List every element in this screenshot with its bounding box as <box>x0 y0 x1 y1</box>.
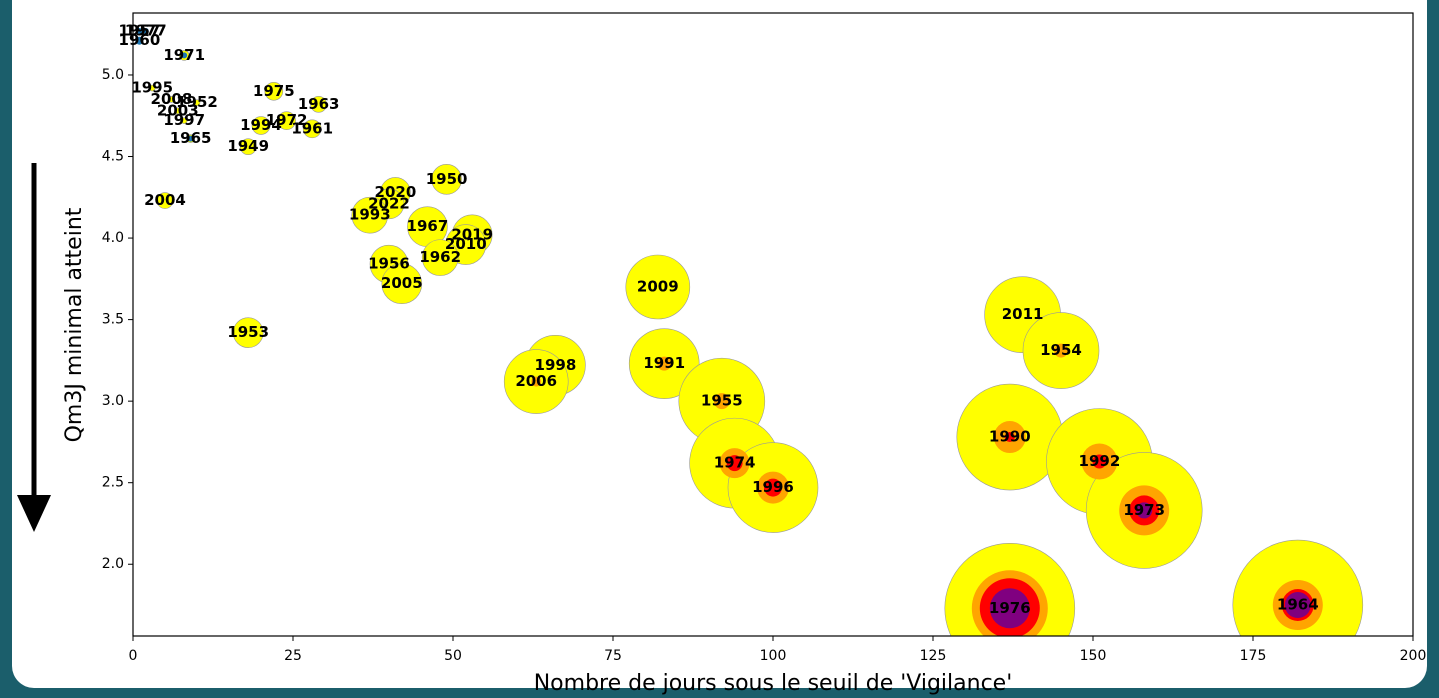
bubble <box>431 164 462 195</box>
y-tick-label: 5.0 <box>102 67 124 83</box>
x-tick-label: 25 <box>284 648 302 664</box>
point-label: 2005 <box>381 274 423 292</box>
bubble <box>181 52 188 59</box>
bubble <box>351 196 389 234</box>
bubble <box>180 117 188 124</box>
point-label: 1998 <box>535 356 577 374</box>
y-tick-label: 4.5 <box>102 149 124 165</box>
x-tick-label: 200 <box>1400 648 1427 664</box>
bubble <box>148 84 156 92</box>
point-label: 1971 <box>163 46 205 64</box>
bubble <box>1054 343 1068 358</box>
bubble <box>726 455 743 472</box>
point-label: 1990 <box>989 428 1031 446</box>
bubble <box>277 111 296 130</box>
point-label: 1996 <box>752 478 794 496</box>
point-label: 1994 <box>240 116 282 134</box>
bubble <box>531 376 542 387</box>
x-tick-label: 75 <box>604 648 622 664</box>
point-label: 1955 <box>701 392 743 410</box>
point-label: 1967 <box>407 217 449 235</box>
point-label: 2006 <box>515 372 557 390</box>
x-tick-label: 125 <box>920 648 947 664</box>
point-label: 2003 <box>157 101 199 119</box>
bubble <box>174 107 182 115</box>
bubble <box>135 36 144 45</box>
point-label: 1993 <box>349 206 391 224</box>
bubble <box>264 81 284 101</box>
point-label: 1976 <box>989 599 1031 617</box>
point-label: 1950 <box>426 170 468 188</box>
point-label: 1972 <box>266 111 308 129</box>
point-label: 1954 <box>1040 341 1082 359</box>
bubble <box>625 254 691 320</box>
point-label: 1956 <box>368 255 410 273</box>
point-label: 1973 <box>1123 501 1165 519</box>
y-tick-label: 3.0 <box>102 393 124 409</box>
panel <box>12 0 1427 688</box>
point-label: 2022 <box>368 194 410 212</box>
point-label: 1997 <box>163 111 205 129</box>
point-label: 1975 <box>253 82 295 100</box>
point-label: 2020 <box>375 183 417 201</box>
point-label: 2009 <box>637 277 679 295</box>
point-label: 1974 <box>714 454 756 472</box>
bubble <box>136 27 143 34</box>
bubble <box>989 588 1030 629</box>
x-tick-label: 50 <box>444 648 462 664</box>
point-label: 1977 <box>125 21 167 39</box>
bubble <box>1092 454 1107 469</box>
x-tick-label: 0 <box>129 648 138 664</box>
point-label: 1992 <box>1079 452 1121 470</box>
bubble <box>310 96 327 113</box>
point-label: 2019 <box>451 225 493 243</box>
bubble <box>713 393 730 410</box>
bubble <box>232 317 264 348</box>
y-tick-label: 4.0 <box>102 230 124 246</box>
point-label: 1965 <box>170 129 212 147</box>
point-label: 1963 <box>298 95 340 113</box>
point-label: 2004 <box>144 191 186 209</box>
y-tick-label: 3.5 <box>102 312 124 328</box>
bubble <box>1284 592 1311 619</box>
bubble <box>251 116 271 135</box>
x-tick-label: 150 <box>1080 648 1107 664</box>
y-axis-label: Qm3J minimal atteint <box>62 207 87 442</box>
point-label: 1953 <box>227 323 269 341</box>
y-tick-label: 2.0 <box>102 556 124 572</box>
bubble <box>193 99 201 106</box>
point-label: 1952 <box>176 93 218 111</box>
point-label: 1962 <box>419 248 461 266</box>
bubble <box>1136 502 1153 519</box>
bubble <box>764 478 782 497</box>
bubble <box>156 192 174 209</box>
y-tick-label: 2.5 <box>102 475 124 491</box>
bubble <box>421 239 459 276</box>
point-label: 1957 <box>119 21 161 39</box>
bubble <box>657 356 672 371</box>
point-label: 2010 <box>445 235 487 253</box>
arrow-head <box>17 495 51 532</box>
bubble <box>239 138 257 156</box>
point-label: 1960 <box>119 31 161 49</box>
bubble <box>187 135 194 142</box>
bubble <box>1004 432 1015 443</box>
point-label: 1995 <box>131 79 173 97</box>
point-label: 1991 <box>643 354 685 372</box>
x-tick-label: 175 <box>1240 648 1267 664</box>
point-label: 1961 <box>291 119 333 137</box>
bubble <box>302 119 322 139</box>
point-label: 2011 <box>1002 305 1044 323</box>
x-axis-label: Nombre de jours sous le seuil de 'Vigila… <box>534 671 1013 696</box>
x-tick-label: 100 <box>760 648 787 664</box>
bubble <box>168 96 175 103</box>
point-label: 1964 <box>1277 596 1319 614</box>
point-label: 1949 <box>227 137 269 155</box>
bubble <box>381 263 423 305</box>
point-label: 2008 <box>151 90 193 108</box>
bubble <box>142 27 149 34</box>
